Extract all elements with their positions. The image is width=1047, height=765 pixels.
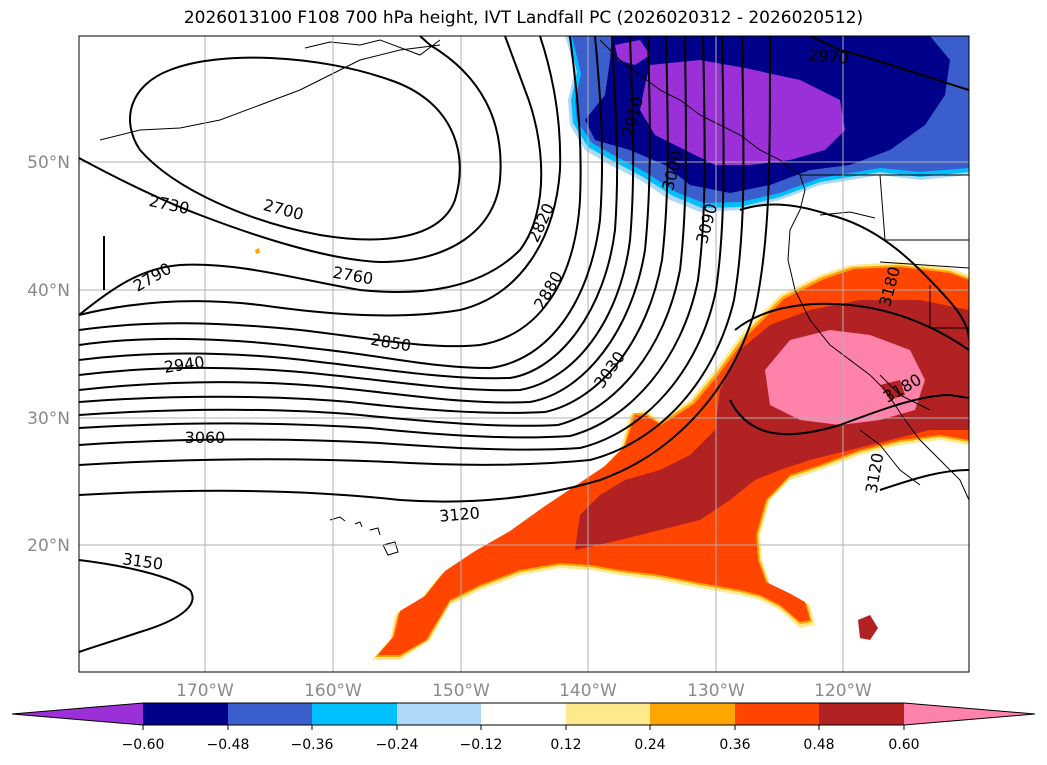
latitude-labels: 50°N 40°N 30°N 20°N [27,153,70,556]
lat-label: 20°N [27,536,70,556]
height-contours [79,36,969,653]
colorbar-tick-label: −0.60 [122,737,165,753]
positive-pc-shading [255,248,969,660]
colorbar-tick-label: 0.24 [634,737,665,753]
lon-label: 160°W [304,681,362,701]
colorbar: −0.60 −0.48 −0.36 −0.24 −0.12 0.12 0.24 … [11,702,1036,753]
colorbar-tick-label: −0.36 [291,737,334,753]
colorbar-tick-label: −0.48 [207,737,250,753]
contour-label: 2970 [807,45,849,67]
map-frame [78,35,970,673]
colorbar-segment [228,703,312,725]
colorbar-tick-label: −0.12 [460,737,503,753]
map-title: 2026013100 F108 700 hPa height, IVT Land… [183,8,864,28]
colorbar-tick-label: 0.48 [803,737,834,753]
colorbar-segment [397,703,481,725]
colorbar-segment [566,703,650,725]
map-plot-area: 2730 2700 2790 2760 2850 2940 3060 3120 … [79,36,969,672]
lat-label: 30°N [27,409,70,429]
colorbar-segment [819,703,904,725]
contour-label: 3120 [438,503,480,525]
colorbar-segment [481,703,566,725]
lat-label: 50°N [27,153,70,173]
colorbar-tick-label: −0.24 [376,737,419,753]
colorbar-segment [143,703,228,725]
lon-label: 150°W [432,681,490,701]
colorbar-tick-label: 0.12 [550,737,581,753]
colorbar-segment [735,703,819,725]
lon-label: 170°W [176,681,234,701]
lat-label: 40°N [27,281,70,301]
longitude-labels: 170°W 160°W 150°W 140°W 130°W 120°W [176,681,872,701]
colorbar-segment [904,703,1035,725]
lon-label: 130°W [687,681,745,701]
colorbar-tick-label: 0.36 [719,737,750,753]
lon-label: 120°W [814,681,872,701]
colorbar-segment [312,703,397,725]
colorbar-segment [12,703,143,725]
colorbar-segment [650,703,735,725]
colorbar-tick-label: 0.60 [888,737,919,753]
lon-label: 140°W [559,681,617,701]
gridlines [79,36,969,672]
contour-label: 3060 [185,428,226,447]
